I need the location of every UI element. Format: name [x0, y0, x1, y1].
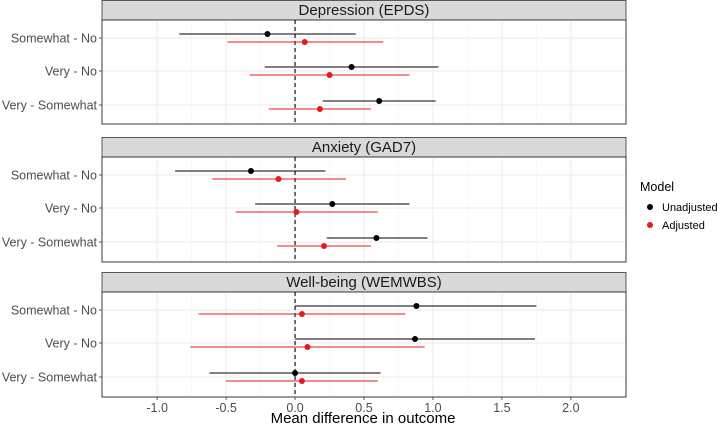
- x-axis-title: Mean difference in outcome: [271, 410, 456, 427]
- x-tick-label: 2.0: [562, 401, 579, 415]
- x-tick-label: 0.5: [355, 401, 372, 415]
- x-axis: -1.0 -0.5 0.0 0.5 1.0 1.5 2.0: [146, 397, 580, 415]
- legend-label: Unadjusted: [662, 202, 718, 214]
- point-estimate: [413, 303, 420, 309]
- panel-border: [101, 156, 627, 263]
- y-tick-label: Somewhat - No: [11, 169, 97, 183]
- facet-panel: Anxiety (GAD7) Somewhat - No Very - No Very…: [2, 137, 627, 263]
- facet-panels: Depression (EPDS) Somewhat - No Very - No V…: [2, 0, 627, 398]
- point-estimate: [298, 311, 305, 317]
- point-estimate: [329, 201, 336, 207]
- facet-panel: Depression (EPDS) Somewhat - No Very - No V…: [2, 0, 627, 125]
- point-estimate: [301, 39, 308, 45]
- y-tick-label: Very - No: [45, 65, 97, 79]
- point-estimate: [326, 72, 333, 78]
- point-estimate: [376, 98, 383, 104]
- y-tick-label: Somewhat - No: [11, 304, 97, 318]
- legend-title: Model: [640, 180, 674, 194]
- y-tick-label: Somewhat - No: [11, 32, 97, 46]
- legend-key: [647, 222, 653, 228]
- y-tick-label: Very - No: [45, 202, 97, 216]
- y-tick-label: Very - Somewhat: [2, 99, 98, 113]
- legend-key: [647, 204, 653, 210]
- x-tick-label: 0.0: [286, 401, 303, 415]
- point-estimate: [348, 64, 355, 70]
- facet-panel: Well-being (WEMWBS) Somewhat - No Very - N…: [2, 272, 627, 398]
- x-tick-label: -0.5: [215, 401, 237, 415]
- panel-border: [101, 19, 627, 125]
- point-estimate: [304, 344, 311, 350]
- point-estimate: [247, 168, 254, 174]
- point-estimate: [316, 106, 323, 112]
- point-estimate: [293, 209, 300, 215]
- point-estimate: [321, 243, 328, 249]
- point-estimate: [275, 176, 282, 182]
- legend: Model Unadjusted Adjusted: [640, 180, 718, 232]
- x-tick-label: 1.0: [424, 401, 441, 415]
- y-tick-label: Very - Somewhat: [2, 236, 98, 250]
- legend-label: Adjusted: [662, 220, 705, 232]
- y-tick-label: Very - Somewhat: [2, 371, 98, 385]
- point-estimate: [412, 336, 419, 342]
- facet-title: Well-being (WEMWBS): [286, 274, 442, 291]
- x-tick-label: -1.0: [146, 401, 168, 415]
- x-tick-label: 1.5: [493, 401, 510, 415]
- point-estimate: [264, 31, 271, 37]
- facet-title: Anxiety (GAD7): [312, 139, 416, 156]
- point-estimate: [373, 235, 380, 241]
- facet-title: Depression (EPDS): [299, 2, 430, 19]
- point-estimate: [298, 378, 305, 384]
- point-estimate: [292, 370, 299, 376]
- y-tick-label: Very - No: [45, 337, 97, 351]
